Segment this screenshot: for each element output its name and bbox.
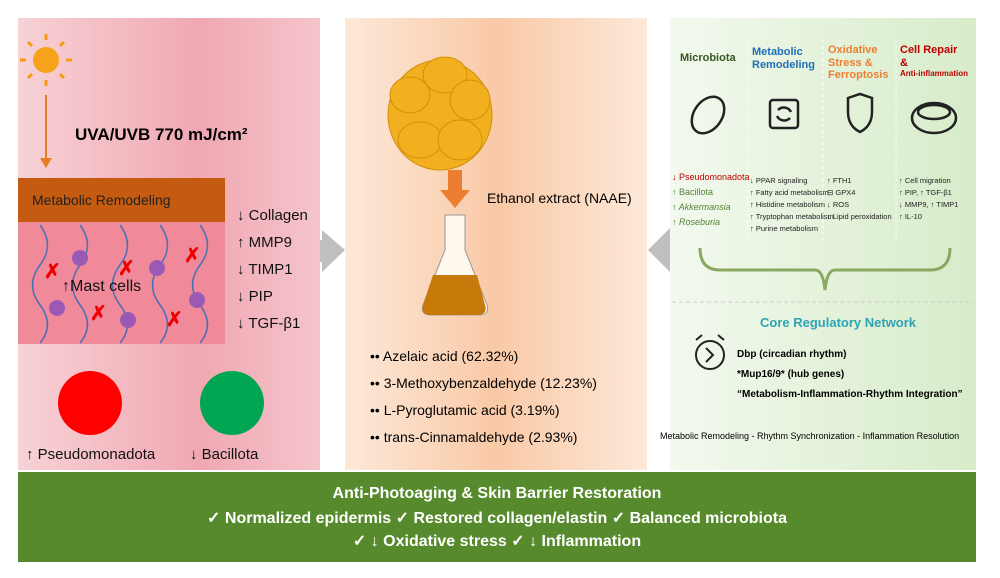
column-header: Oxidative Stress & Ferroptosis (828, 44, 889, 82)
compound: •• trans-Cinnamaldehyde (2.93%) (370, 429, 578, 445)
left-arrow (320, 230, 345, 272)
compound: •• L-Pyroglutamic acid (3.19%) (370, 402, 560, 418)
header-line: Cell Repair (900, 44, 958, 56)
item: ↑ IL-10 (899, 212, 922, 221)
mushroom (387, 56, 493, 171)
item: ↑ Cell migration (899, 176, 951, 185)
marker: ↓ TGF-β1 (237, 315, 301, 332)
item: ↓ PPAR signaling (750, 176, 808, 185)
column-header: Cell Repair & Anti-inflammation (900, 44, 968, 78)
core-title: Core Regulatory Network (760, 315, 917, 330)
svg-text:✗: ✗ (166, 309, 183, 331)
item: ↓ MMP9, ↑ TIMP1 (899, 200, 959, 209)
bottom-title: Anti-Photoaging & Skin Barrier Restorati… (332, 485, 662, 502)
flask (421, 214, 489, 316)
right-icons (690, 92, 958, 135)
bracket (698, 247, 952, 291)
item: ↑ FTH1 (827, 176, 852, 185)
header-amp: & (900, 56, 908, 69)
repair-list: ↑ Cell migration ↑ PIP, ↑ TGF-β1 ↓ MMP9,… (899, 175, 958, 223)
marker: ↓ Collagen (237, 207, 308, 224)
marker: ↓ TIMP1 (237, 261, 293, 278)
mast-cells-icons (49, 250, 205, 328)
item: ↓ ROS (827, 200, 850, 209)
left-arrow-2 (648, 228, 670, 272)
item: ↑ Akkermansia (672, 202, 731, 212)
core-footer: Metabolic Remodeling - Rhythm Synchroniz… (660, 431, 960, 441)
x-marks: ✗ ✗ ✗ ✗ ✗ (44, 245, 201, 331)
bottom-line: ✓ ↓ Oxidative stress ✓ ↓ Inflammation (352, 533, 642, 550)
extract-arrow (448, 170, 462, 192)
item: ↑ Histidine metabolism (750, 200, 826, 209)
clock-icon (695, 334, 725, 370)
bottom-line: ✓ Normalized epidermis ✓ Restored collag… (207, 510, 787, 527)
uv-arrowhead (40, 158, 52, 168)
core-item: Dbp (circadian rhythm) (737, 349, 847, 360)
svg-text:✗: ✗ (44, 261, 61, 283)
marker: ↑ MMP9 (237, 234, 293, 251)
oxidative-list: ↑ FTH1 ⊟ GPX4 ↓ ROS ↓ Lipid peroxidation (827, 175, 892, 223)
svg-text:✗: ✗ (90, 303, 107, 325)
item: ↓ Lipid peroxidation (827, 212, 892, 221)
core-item: “Metabolism-Inflammation-Rhythm Integrat… (737, 389, 963, 400)
item: ⊟ GPX4 (827, 188, 856, 197)
marker: ↓ PIP (237, 288, 273, 305)
column-header: Metabolic Remodeling (752, 46, 815, 71)
item: ↑ Purine metabolism (750, 224, 818, 233)
mast-label: ↑Mast cells (62, 278, 142, 295)
microbe-label: ↑ Pseudomonadota (26, 446, 156, 463)
right-panel (670, 18, 976, 470)
svg-text:✗: ✗ (118, 258, 135, 280)
compound: •• 3-Methoxybenzaldehyde (12.23%) (370, 375, 597, 391)
item: ↑ Roseburia (672, 217, 721, 227)
core-item: *Mup16/9* (hub genes) (737, 369, 845, 380)
bacillota-dot (200, 371, 264, 435)
extract-arrowhead (440, 190, 470, 208)
svg-text:✗: ✗ (184, 245, 201, 267)
microbiota-list: ↓ Pseudomonadota ↑ Bacillota ↑ Akkermans… (672, 170, 750, 230)
metabolic-list: ↓ PPAR signaling ↑ Fatty acid metabolism… (750, 175, 834, 235)
item: ↑ PIP, ↑ TGF-β1 (899, 188, 952, 197)
remodel-label: Metabolic Remodeling (32, 192, 171, 208)
uv-label: UVA/UVB 770 mJ/cm² (75, 125, 248, 144)
item: ↑ Tryptophan metabolism (750, 212, 834, 221)
item: ↓ Pseudomonadota (672, 172, 750, 182)
bottom-band (18, 472, 976, 562)
extract-label: Ethanol extract (NAAE) (487, 190, 632, 206)
microbe-label: ↓ Bacillota (190, 446, 259, 463)
header-sub: Anti-inflammation (900, 69, 968, 79)
compound: •• Azelaic acid (62.32%) (370, 348, 519, 364)
sun-icon (20, 34, 72, 86)
item: ↑ Bacillota (672, 187, 714, 197)
pseudomonadota-dot (58, 371, 122, 435)
item: ↑ Fatty acid metabolism (750, 188, 829, 197)
remodel-bar (18, 178, 225, 222)
column-header: Microbiota (680, 52, 736, 64)
